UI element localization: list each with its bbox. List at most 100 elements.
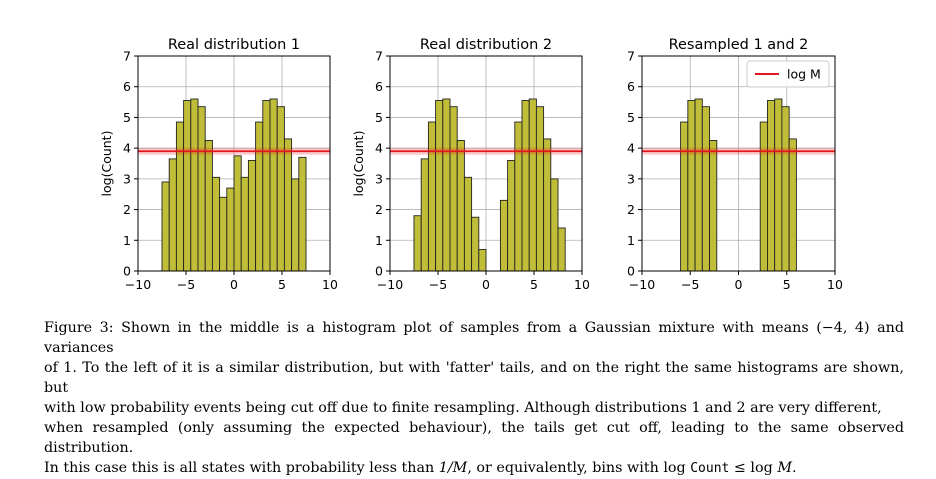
histogram-bar (767, 100, 776, 272)
histogram-bar (233, 155, 242, 272)
x-tick-label: −10 (377, 277, 403, 292)
y-tick-label: 5 (375, 110, 383, 125)
histogram-bar (262, 100, 271, 272)
y-tick-label: 3 (627, 171, 635, 186)
histogram-bar (774, 98, 783, 272)
histogram-bar (219, 196, 228, 272)
histogram-bar (528, 98, 537, 272)
histogram-bar (521, 100, 530, 272)
histogram-bar (557, 227, 566, 272)
histogram-bar (247, 159, 257, 272)
caption-line-1: Figure 3: Shown in the middle is a histo… (44, 320, 904, 356)
x-tick-label: 5 (278, 277, 286, 292)
caption-line-3: with low probability events being cut of… (44, 400, 882, 416)
x-tick-label: 5 (530, 277, 538, 292)
legend-label: log M (787, 67, 821, 82)
histogram-bar (276, 106, 285, 272)
histogram-bar (168, 158, 177, 272)
figure-caption: Figure 3: Shown in the middle is a histo… (44, 318, 904, 479)
histogram-bar (435, 100, 444, 272)
histogram-bar (543, 138, 552, 272)
y-tick-label: 1 (123, 233, 131, 248)
histogram-bar (499, 199, 509, 272)
caption-text: . (791, 460, 797, 476)
x-tick-label: 10 (827, 277, 843, 292)
y-tick-label: 1 (627, 233, 635, 248)
y-tick-label: 6 (123, 79, 131, 94)
histogram-bar (680, 121, 689, 272)
x-tick-label: −5 (429, 277, 447, 292)
histogram-bar (298, 156, 307, 272)
y-tick-label: 6 (627, 79, 635, 94)
histogram-bar (211, 176, 221, 272)
histogram-bar (161, 181, 170, 272)
x-tick-label: −10 (629, 277, 655, 292)
histogram-bar (471, 216, 480, 272)
histogram-bar (449, 106, 458, 272)
histogram-bar (204, 140, 213, 272)
y-tick-label: 3 (375, 171, 383, 186)
y-tick-label: 4 (375, 141, 383, 156)
x-tick-label: 5 (783, 277, 791, 292)
chart-panel-2: −10 −5 0 5 10 0 1 2 3 4 5 6 7 Real distribution 2 log(… (351, 37, 590, 292)
y-tick-label: 4 (123, 141, 131, 156)
legend-box (746, 60, 830, 88)
y-tick-label: 2 (375, 202, 383, 217)
histogram-bar (550, 178, 559, 272)
x-tick-label: −5 (681, 277, 699, 292)
y-tick-label: 5 (123, 110, 131, 125)
chart-panel-1: −10 −5 0 5 10 0 1 2 3 4 5 6 7 Real distribution 1 log(… (99, 37, 338, 292)
caption-line-5: In this case this is all states with pro… (44, 458, 904, 479)
histogram-bar (788, 138, 797, 272)
caption-line-4: when resampled (only assuming the expect… (44, 420, 904, 456)
y-tick-label: 2 (123, 202, 131, 217)
histogram-bar (175, 121, 185, 272)
y-axis-label: log(Count) (351, 131, 366, 197)
histogram-bar (687, 100, 696, 272)
y-tick-label: 0 (375, 264, 383, 279)
y-tick-label: 7 (123, 49, 131, 64)
caption-math: M (777, 460, 792, 476)
histogram-bar (442, 98, 451, 272)
caption-text: , or equivalently, bins with log (467, 460, 691, 476)
x-tick-label: −5 (177, 277, 195, 292)
y-tick-label: 5 (627, 110, 635, 125)
histogram-bar (291, 178, 300, 272)
y-tick-label: 3 (123, 171, 131, 186)
histogram-bar (514, 121, 523, 272)
histogram-bar (709, 140, 718, 272)
histogram-bar (183, 100, 192, 272)
histogram-bar (427, 121, 437, 272)
histogram-bar (269, 98, 278, 272)
y-tick-label: 6 (375, 79, 383, 94)
chart-panel-3: −10 −5 0 5 10 0 1 2 3 4 5 6 7 Resampled 1 and 2 log M (627, 37, 843, 292)
histogram-bar (456, 140, 465, 272)
histogram-bar (413, 215, 422, 272)
y-tick-label: 4 (627, 141, 635, 156)
histogram-bar (190, 98, 199, 272)
histogram-bar (759, 121, 768, 272)
y-tick-label: 7 (627, 49, 635, 64)
x-tick-label: 10 (574, 277, 590, 292)
histogram-bar (197, 106, 206, 272)
histogram-bar (283, 138, 293, 272)
caption-code: Count (690, 461, 730, 476)
caption-line-2: of 1. To the left of it is a similar dis… (44, 360, 904, 396)
x-tick-label: 10 (322, 277, 338, 292)
histogram-bar (478, 249, 487, 272)
histogram-bar (701, 106, 710, 272)
chart-title: Resampled 1 and 2 (669, 37, 809, 53)
histogram-bar (507, 159, 516, 272)
x-tick-label: 0 (735, 277, 743, 292)
histogram-bar (694, 98, 703, 272)
y-tick-label: 7 (375, 49, 383, 64)
x-tick-label: −10 (125, 277, 151, 292)
chart-title: Real distribution 1 (168, 37, 300, 53)
y-tick-label: 0 (123, 264, 131, 279)
histogram-bar (240, 176, 249, 272)
caption-math: 1/M (438, 460, 468, 476)
histogram-bar (781, 106, 790, 272)
histogram-bar (255, 121, 264, 272)
x-tick-label: 0 (230, 277, 238, 292)
